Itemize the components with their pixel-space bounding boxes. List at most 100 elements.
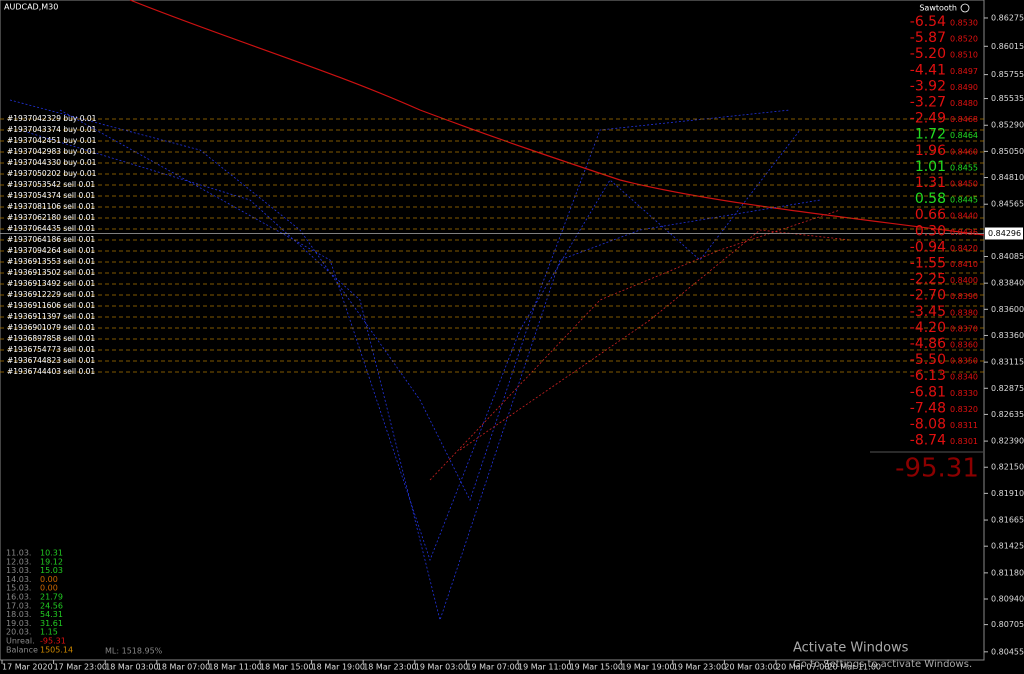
trade-links xyxy=(9,99,821,622)
ladder-price: 0.8490 xyxy=(950,83,978,92)
price-tick-label: 0.85755 xyxy=(991,70,1024,79)
price-tick-label: 0.85535 xyxy=(991,94,1024,103)
watermark-subtitle: Go to Settings to activate Windows. xyxy=(793,659,972,670)
ladder-price: 0.8370 xyxy=(950,324,978,333)
time-tick-label: 17 Mar 23:00 xyxy=(54,663,107,672)
ladder-pl: -4.20 xyxy=(910,320,946,336)
ladder-pl: -4.41 xyxy=(910,62,946,78)
ladder-pl: -7.48 xyxy=(910,400,946,416)
margin-level: ML: 1518.95% xyxy=(105,647,163,656)
order-label: #1936901079 sell 0.01 xyxy=(7,323,95,332)
order-label: #1936912229 sell 0.01 xyxy=(7,290,95,299)
ladder-price: 0.8311 xyxy=(950,421,978,430)
order-label: #1937053542 sell 0.01 xyxy=(7,180,95,189)
ladder-pl: -3.45 xyxy=(910,304,946,320)
price-tick-label: 0.83115 xyxy=(991,358,1024,367)
price-tick-label: 0.80455 xyxy=(991,647,1024,656)
price-tick-label: 0.81910 xyxy=(991,489,1024,498)
trade-link xyxy=(429,209,841,481)
ladder-price: 0.8320 xyxy=(950,405,978,414)
trade-links-sell xyxy=(429,209,851,481)
ladder-price: 0.8480 xyxy=(950,99,978,108)
current-price-label: 0.84296 xyxy=(988,229,1021,238)
order-label: #1937044330 buy 0.01 xyxy=(7,158,97,167)
ladder-price: 0.8436 xyxy=(950,228,978,237)
order-label: #1937050202 buy 0.01 xyxy=(7,169,97,178)
stat-value: 0.00 xyxy=(40,584,58,593)
stat-label: 12.03. xyxy=(6,557,31,566)
stat-value: 31.61 xyxy=(40,619,63,628)
order-label: #1937042329 buy 0.01 xyxy=(7,114,97,123)
price-tick-label: 0.82635 xyxy=(991,410,1024,419)
time-tick-label: 20 Mar 03:00 xyxy=(724,663,777,672)
ladder-price: 0.8400 xyxy=(950,276,978,285)
ladder-pl: -6.81 xyxy=(910,384,946,400)
ladder-price: 0.8455 xyxy=(950,163,978,172)
ladder-pl: -2.70 xyxy=(910,288,946,304)
ladder-price: 0.8460 xyxy=(950,147,978,156)
stat-label: 17.03. xyxy=(6,601,31,610)
ladder-price: 0.8464 xyxy=(950,131,978,140)
ladder-price: 0.8468 xyxy=(950,115,978,124)
price-tick-label: 0.83600 xyxy=(991,305,1024,314)
order-label: #1936913502 sell 0.01 xyxy=(7,268,95,277)
ladder-pl: -5.20 xyxy=(910,46,946,62)
price-tick-label: 0.81665 xyxy=(991,516,1024,525)
trade-link xyxy=(59,109,801,562)
stat-label: 15.03. xyxy=(6,584,31,593)
ladder-price: 0.8420 xyxy=(950,244,978,253)
time-tick-label: 18 Mar 19:00 xyxy=(312,663,365,672)
order-label: #1937062180 sell 0.01 xyxy=(7,213,95,222)
stat-label: 13.03. xyxy=(6,566,31,575)
stat-value: 10.31 xyxy=(40,549,63,558)
ladder-price: 0.8445 xyxy=(950,196,978,205)
moving-average xyxy=(129,0,985,236)
plot-frame xyxy=(0,0,985,661)
price-tick-label: 0.80940 xyxy=(991,595,1024,604)
ladder-price: 0.8450 xyxy=(950,180,978,189)
price-tick-label: 0.81425 xyxy=(991,542,1024,551)
stat-value: 21.79 xyxy=(40,593,63,602)
ladder-price: 0.8390 xyxy=(950,292,978,301)
ladder-price: 0.8330 xyxy=(950,389,978,398)
price-tick-label: 0.84810 xyxy=(991,173,1024,182)
order-label: #1937042451 buy 0.01 xyxy=(7,136,97,145)
ladder-price: 0.8510 xyxy=(950,51,978,60)
stat-value: -95.31 xyxy=(40,637,66,646)
ladder-pl: -6.54 xyxy=(910,14,946,30)
price-tick-label: 0.82390 xyxy=(991,437,1024,446)
time-tick-label: 20 Mar 07:00 xyxy=(776,663,829,672)
stat-value: 1.15 xyxy=(40,628,58,637)
order-label: #1936911606 sell 0.01 xyxy=(7,301,95,310)
price-tick-label: 0.86275 xyxy=(991,13,1024,22)
ladder-pl: -0.94 xyxy=(910,239,946,255)
price-tick-label: 0.84085 xyxy=(991,252,1024,261)
price-tick-label: 0.80705 xyxy=(991,620,1024,629)
ladder-pl: -5.50 xyxy=(910,352,946,368)
price-tick-label: 0.83360 xyxy=(991,331,1024,340)
stat-label: Balance xyxy=(6,645,38,654)
ladder-pl: 0.58 xyxy=(915,191,946,207)
price-tick-label: 0.81180 xyxy=(991,568,1024,577)
time-tick-label: 19 Mar 03:00 xyxy=(415,663,468,672)
time-tick-label: 17 Mar 2020 xyxy=(2,663,53,672)
ladder-pl: 0.66 xyxy=(915,207,946,223)
time-tick-label: 19 Mar 11:00 xyxy=(518,663,571,672)
time-tick-label: 19 Mar 23:00 xyxy=(673,663,726,672)
ladder-pl: -8.74 xyxy=(910,433,946,449)
time-tick-label: 20 Mar 11:00 xyxy=(828,663,881,672)
trade-link xyxy=(9,99,791,502)
ladder-price: 0.8340 xyxy=(950,373,978,382)
time-tick-label: 18 Mar 23:00 xyxy=(363,663,416,672)
price-tick-label: 0.86015 xyxy=(991,42,1024,51)
order-label: #1936744823 sell 0.01 xyxy=(7,356,95,365)
current-price-box xyxy=(985,227,1023,240)
ladder-price: 0.8360 xyxy=(950,341,978,350)
price-tick-label: 0.83840 xyxy=(991,279,1024,288)
ladder-price: 0.8380 xyxy=(950,308,978,317)
order-label: #1937064186 sell 0.01 xyxy=(7,235,95,244)
price-tick-label: 0.82150 xyxy=(991,463,1024,472)
ladder-price: 0.8520 xyxy=(950,35,978,44)
order-label: #1936913492 sell 0.01 xyxy=(7,279,95,288)
